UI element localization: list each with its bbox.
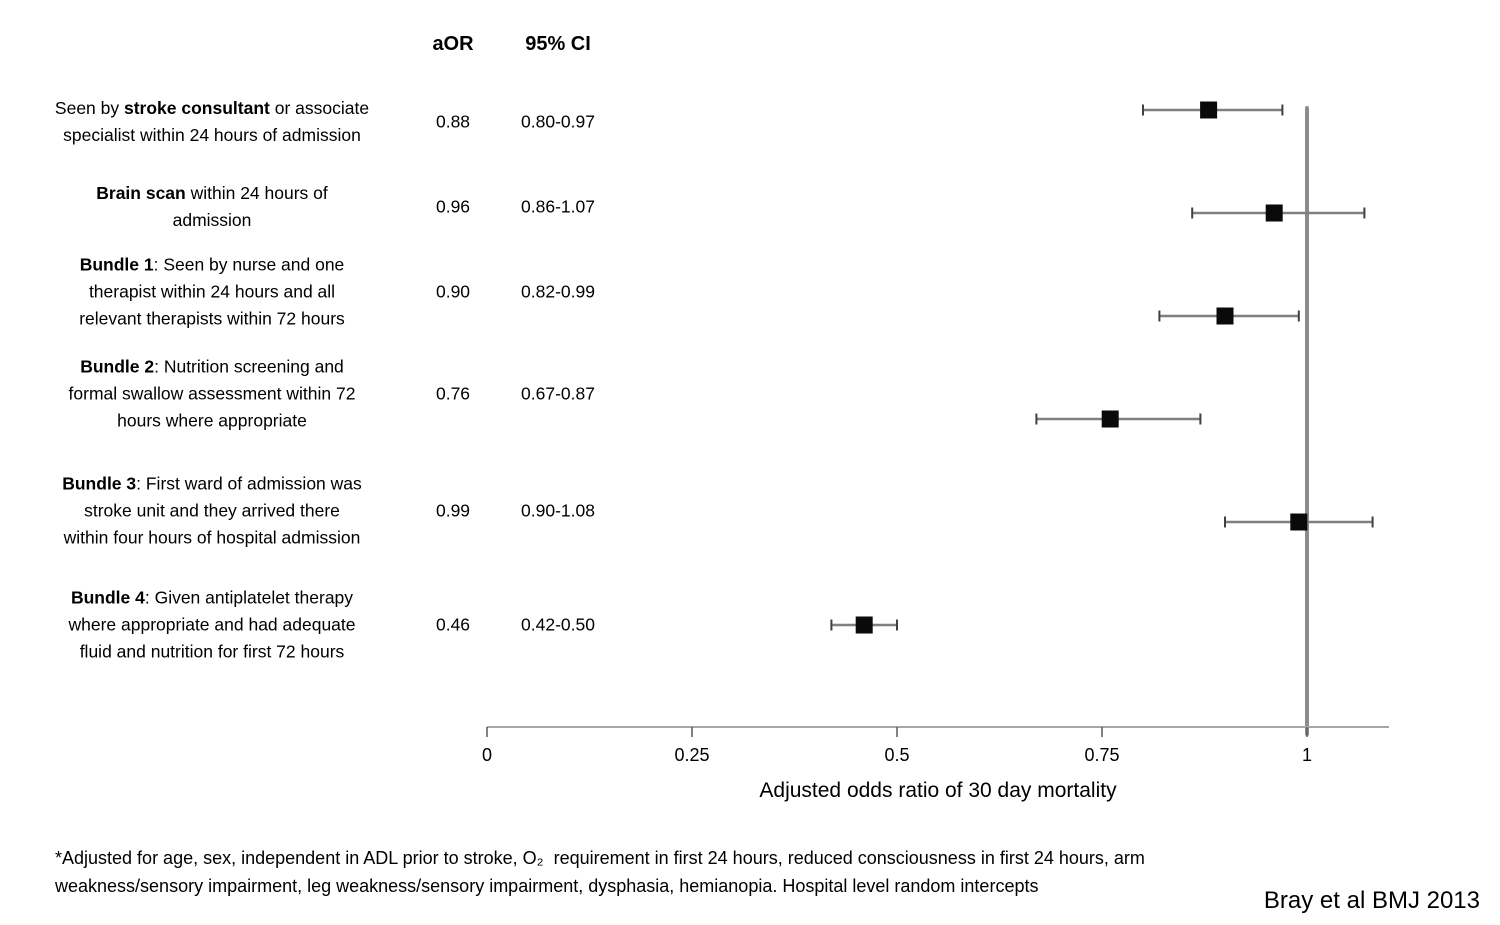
x-axis-tick-label: 1 <box>1302 745 1312 765</box>
row-label-line: within four hours of hospital admission <box>63 527 361 548</box>
row-label: Bundle 2: Nutrition screening and formal … <box>69 354 356 435</box>
aor-value: 0.88 <box>435 111 471 132</box>
ci-value: 0.82-0.99 <box>521 281 595 302</box>
point-marker <box>1265 204 1283 222</box>
footnote: *Adjusted for age, sex, independent in A… <box>55 848 1145 896</box>
aor-value: 0.46 <box>435 614 471 635</box>
row-label-line: where appropriate and had adequate <box>68 614 356 635</box>
row-label-line: stroke unit and they arrived there <box>84 500 340 521</box>
row-label: Bundle 3: First ward of admission was str… <box>62 471 362 552</box>
x-axis-tick-label: 0 <box>482 745 492 765</box>
row-label-line: specialist within 24 hours of admission <box>63 125 361 145</box>
point-marker <box>1200 101 1218 119</box>
row-label-line: formal swallow assessment within 72 <box>68 383 356 404</box>
x-axis-tick-label: 0.25 <box>674 745 709 765</box>
aor-value: 0.76 <box>435 383 471 404</box>
row-label-line: fluid and nutrition for first 72 hours <box>79 641 345 662</box>
row-label-line: therapist within 24 hours and all <box>88 281 336 302</box>
row-label-line: Bundle 3: First ward of admission was <box>62 473 362 494</box>
point-marker <box>1216 307 1234 325</box>
x-axis-tick-label: 0.75 <box>1084 745 1119 765</box>
aor-value: 0.96 <box>435 196 471 217</box>
row-label-line: relevant therapists within 72 hours <box>79 308 345 329</box>
ci-value: 0.80-0.97 <box>521 111 595 132</box>
row-label-line: hours where appropriate <box>117 410 307 431</box>
ci-value: 0.90-1.08 <box>521 500 595 521</box>
row-label-line: Bundle 4: Given antiplatelet therapy <box>70 587 354 608</box>
row-label: Brain scan within 24 hours of admission <box>96 180 328 234</box>
row-label-line: admission <box>172 210 252 230</box>
ci-value: 0.67-0.87 <box>521 383 595 404</box>
aor-value: 0.90 <box>435 281 471 302</box>
aor-column-header: aOR <box>432 33 474 55</box>
citation: Bray et al BMJ 2013 <box>1263 887 1480 914</box>
row-label-line: Brain scan within 24 hours of <box>96 183 328 203</box>
x-axis-tick-label: 0.5 <box>884 745 909 765</box>
point-marker <box>1290 513 1308 531</box>
row-label-line: Bundle 2: Nutrition screening and <box>80 356 344 377</box>
point-marker <box>1101 410 1119 428</box>
row-label-line: Seen by stroke consultant or associate <box>54 98 370 118</box>
row-label: Seen by stroke consultant or associate sp… <box>55 95 369 149</box>
row-label-line: Bundle 1: Seen by nurse and one <box>79 254 345 275</box>
ci-value: 0.86-1.07 <box>521 196 595 217</box>
x-axis-title: Adjusted odds ratio of 30 day mortality <box>759 779 1117 802</box>
ci-column-header: 95% CI <box>525 33 591 55</box>
row-label: Bundle 1: Seen by nurse and one therapist… <box>79 252 345 333</box>
aor-value: 0.99 <box>435 500 471 521</box>
row-label: Bundle 4: Given antiplatelet therapy wher… <box>68 585 355 666</box>
ci-value: 0.42-0.50 <box>521 614 595 635</box>
point-marker <box>855 616 873 634</box>
